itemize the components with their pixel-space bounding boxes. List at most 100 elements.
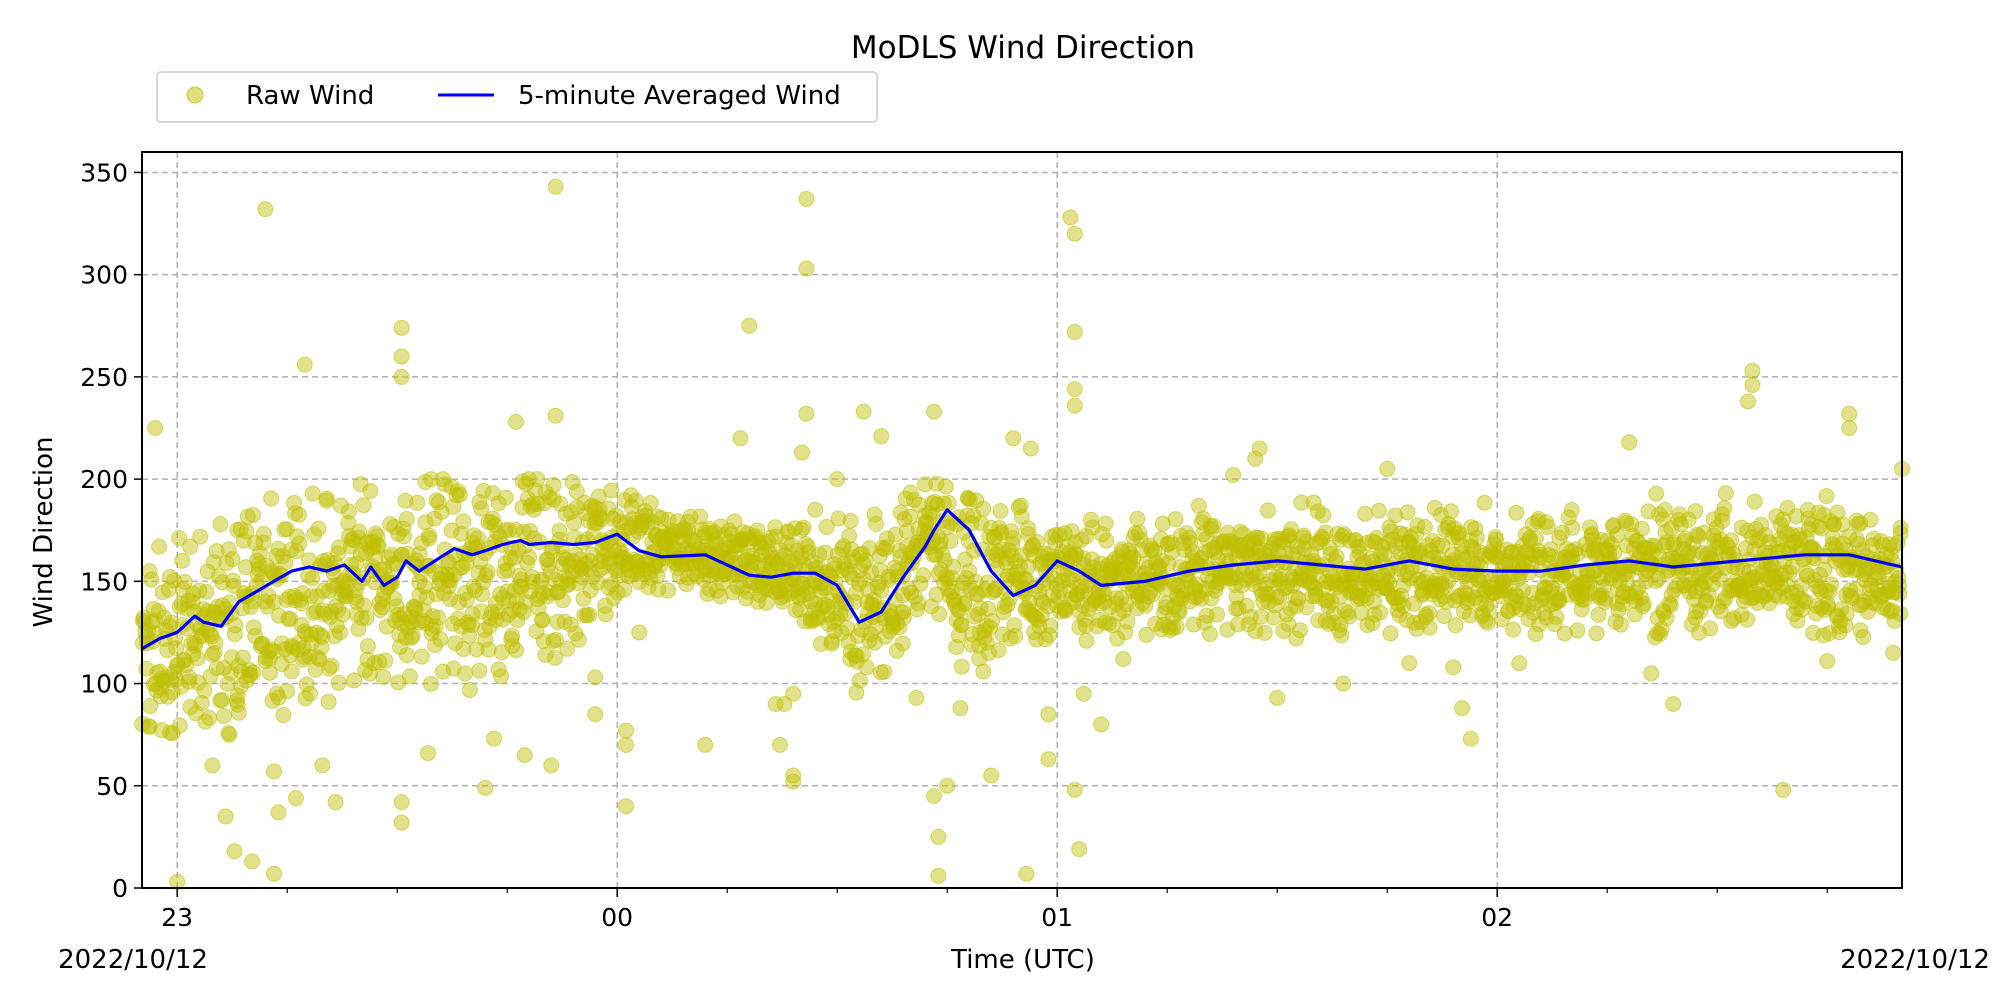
raw-wind-point [1445,659,1462,676]
raw-wind-point [1335,675,1352,692]
raw-wind-point [562,616,579,633]
raw-wind-point [835,538,852,555]
raw-wind-point [314,628,331,645]
raw-wind-point [975,663,992,680]
raw-wind-point [930,828,947,845]
raw-wind-point [1078,632,1095,649]
raw-wind-point [864,596,881,613]
raw-wind-point [587,499,604,516]
raw-wind-point [393,319,410,336]
raw-wind-point [983,767,1000,784]
raw-wind-point [331,539,348,556]
raw-wind-point [1855,629,1872,646]
raw-wind-point [282,541,299,558]
raw-wind-point [850,575,867,592]
raw-wind-point [480,641,497,658]
raw-wind-point [529,495,546,512]
raw-wind-point [1062,209,1079,226]
raw-wind-point [370,537,387,554]
raw-wind-point [858,659,875,676]
raw-wind-point [201,709,218,726]
raw-wind-point [894,635,911,652]
raw-wind-point [393,348,410,365]
raw-wind-point [168,640,185,657]
raw-wind-point [982,619,999,636]
raw-wind-point [378,618,395,635]
raw-wind-point [980,600,997,617]
raw-wind-point [1480,601,1497,618]
raw-wind-point [1740,393,1756,410]
raw-wind-point [1315,506,1332,523]
raw-wind-point [1381,574,1398,591]
raw-wind-point [1744,377,1761,394]
raw-wind-point [554,592,571,609]
raw-wind-point [417,514,434,531]
raw-wind-point [457,665,474,682]
raw-wind-point [1071,841,1088,858]
raw-wind-point [1892,525,1909,542]
raw-wind-point [1838,605,1855,622]
raw-wind-point [942,532,959,549]
raw-wind-point [970,606,987,623]
x-axis-label: Time (UTC) [950,945,1095,975]
raw-wind-point [1612,616,1629,633]
raw-wind-point [1256,624,1273,641]
raw-wind-point [340,514,357,531]
raw-wind-point [712,588,729,605]
raw-wind-point [564,474,581,491]
raw-wind-point [982,519,999,536]
raw-wind-point [245,664,262,681]
raw-wind-point [193,695,210,712]
raw-wind-point [1109,630,1126,647]
raw-wind-point [690,541,707,558]
raw-wind-point [817,544,834,561]
legend-raw-marker [186,86,204,104]
raw-wind-point [1066,381,1083,398]
raw-wind-point [932,533,949,550]
raw-wind-point [603,482,620,499]
raw-wind-point [212,516,229,533]
x-tick-label: 23 [161,903,193,932]
raw-wind-point [529,471,546,488]
raw-wind-point [1028,631,1045,648]
raw-wind-point [618,722,634,739]
raw-wind-point [347,582,364,599]
raw-wind-point [323,657,340,674]
raw-wind-point [1476,494,1493,511]
raw-wind-point [897,490,914,507]
raw-wind-point [587,669,604,686]
raw-wind-point [1479,614,1496,631]
raw-wind-point [1462,730,1479,747]
raw-wind-point [798,405,815,422]
raw-wind-point [255,526,272,543]
raw-wind-point [418,589,435,606]
raw-wind-point [848,684,865,701]
raw-wind-point [1511,655,1528,672]
raw-wind-point [953,658,970,675]
raw-wind-point [785,685,802,702]
raw-wind-point [971,650,988,667]
raw-wind-point [534,612,551,629]
raw-wind-point [208,543,225,560]
raw-wind-point [1371,604,1388,621]
raw-wind-point [1078,528,1095,545]
raw-wind-point [539,551,556,568]
raw-wind-point [226,843,243,860]
raw-wind-point [798,260,815,277]
y-tick-label: 300 [80,261,128,290]
raw-wind-point [430,494,447,511]
raw-wind-point [1841,405,1858,422]
raw-wind-point [348,555,365,572]
raw-wind-point [1421,619,1438,636]
x-tick-label: 00 [601,903,633,932]
raw-wind-point [484,510,501,527]
date-left: 2022/10/12 [58,945,208,975]
raw-wind-point [224,551,241,568]
raw-wind-point [1717,485,1734,502]
raw-wind-point [304,485,321,502]
raw-wind-point [189,650,206,667]
raw-wind-point [930,867,947,884]
raw-wind-point [1656,502,1673,519]
raw-wind-point [1269,689,1286,706]
raw-wind-point [795,519,812,536]
